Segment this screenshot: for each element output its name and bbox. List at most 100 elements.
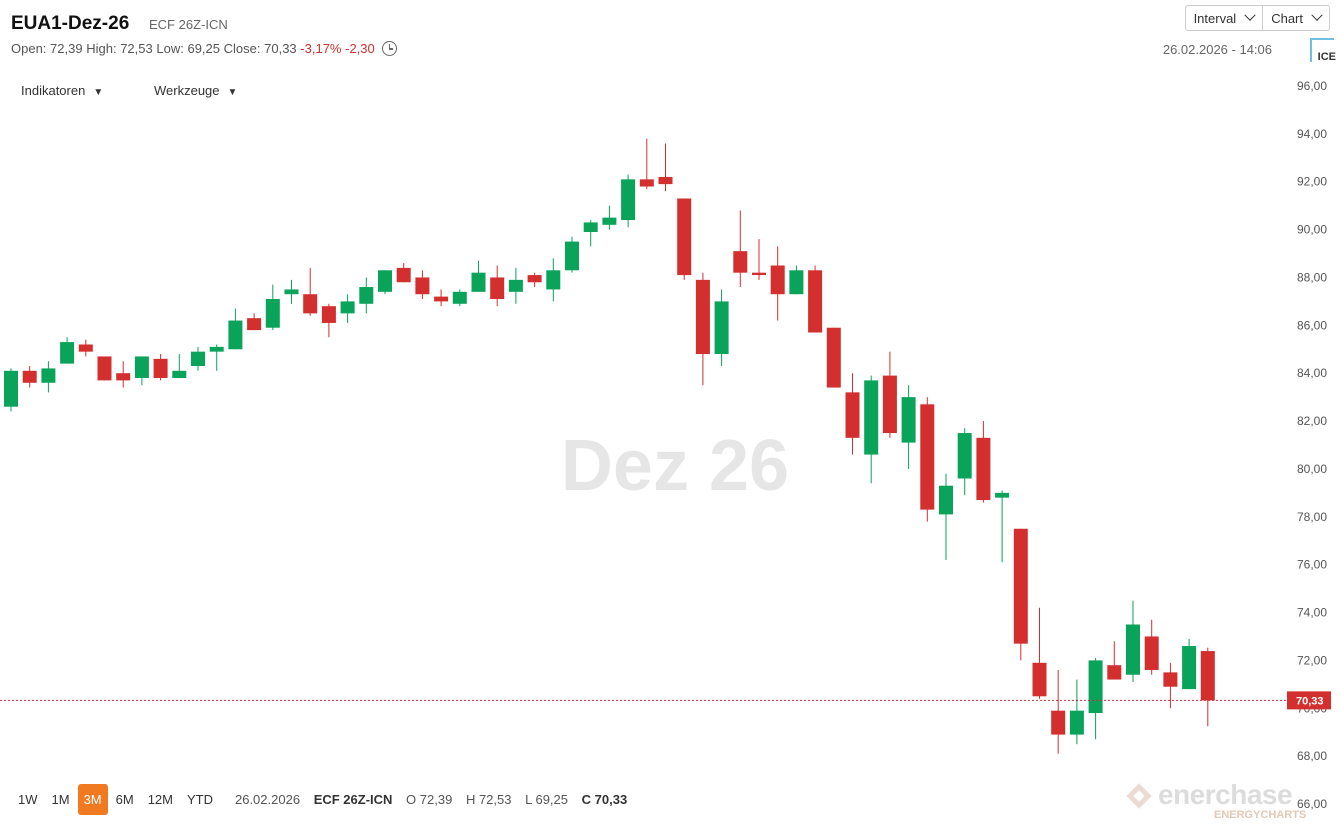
instrument-code: ECF 26Z-ICN — [149, 17, 228, 32]
candle-body — [41, 368, 56, 383]
instrument-title: EUA1-Dez-26 — [11, 13, 130, 34]
ice-logo-text: ICE — [1317, 51, 1336, 63]
candle-body — [901, 397, 916, 443]
candle-body — [733, 251, 748, 273]
candle-body — [546, 270, 561, 290]
period-1m-button[interactable]: 1M — [51, 792, 70, 807]
candle-body — [1182, 646, 1197, 690]
y-tick-label: 88,00 — [1297, 270, 1327, 284]
last-price-label: 70,33 — [1296, 695, 1324, 707]
y-tick-label: 74,00 — [1297, 606, 1327, 620]
last-update-timestamp: 26.02.2026 - 14:06 — [1162, 42, 1272, 57]
candle-body — [340, 301, 355, 314]
period-3m-button[interactable]: 3M — [77, 784, 108, 815]
candle-body — [452, 291, 467, 304]
candle-body — [303, 294, 318, 314]
candle-body — [97, 356, 112, 381]
candle-body — [1126, 624, 1140, 675]
candle-body — [284, 289, 299, 295]
period-12m-button[interactable]: 12M — [147, 792, 173, 807]
y-tick-label: 76,00 — [1297, 558, 1327, 572]
candle-body — [508, 279, 523, 292]
y-tick-label: 82,00 — [1297, 414, 1327, 428]
candle-body — [995, 492, 1010, 498]
low-label: Low: — [156, 41, 184, 56]
period-ytd-button[interactable]: YTD — [186, 792, 213, 807]
interval-dropdown[interactable]: Interval — [1186, 6, 1263, 30]
candle-body — [808, 270, 823, 333]
low-value: 69,25 — [187, 41, 221, 56]
candle-body — [490, 277, 505, 300]
candle-body — [565, 241, 579, 271]
ice-logo: ICE — [1310, 38, 1336, 63]
chart-type-label: Chart — [1271, 10, 1303, 26]
candle-body — [770, 265, 785, 295]
candle-body — [1013, 528, 1028, 644]
candle-body — [60, 342, 75, 364]
candle-body — [22, 370, 37, 383]
dropdown-arrow-icon: ▼ — [93, 87, 104, 98]
clock-icon[interactable] — [382, 41, 398, 56]
y-tick-label: 84,00 — [1297, 366, 1327, 380]
open-value: 72,39 — [50, 41, 83, 56]
candle-body — [1088, 660, 1103, 714]
candle-body — [191, 351, 205, 367]
candle-body — [695, 279, 710, 355]
candle-body — [527, 275, 542, 283]
enerchase-mark-icon — [1126, 783, 1152, 809]
candle-body — [265, 299, 280, 328]
candle-body — [920, 404, 935, 510]
period-6m-button[interactable]: 6M — [115, 792, 134, 807]
period-bar: 1W 1M 3M 6M 12M YTD 26.02.2026 ECF 26Z-I… — [12, 784, 637, 815]
candle-body — [658, 176, 673, 185]
chart-type-dropdown[interactable]: Chart — [1262, 6, 1329, 30]
enerchase-logo: enerchase ENERGYCHARTS — [1126, 779, 1306, 823]
tools-menu[interactable]: Werkzeuge ▼ — [154, 83, 237, 98]
bar-info-close: C 70,33 — [581, 792, 628, 807]
candle-body — [714, 301, 729, 355]
candle-body — [882, 375, 897, 434]
candle-body — [4, 370, 18, 407]
period-1w-button[interactable]: 1W — [18, 792, 38, 807]
indicators-menu[interactable]: Indikatoren ▼ — [21, 83, 103, 98]
bar-info-low: L 69,25 — [525, 792, 569, 807]
dropdown-arrow-icon: ▼ — [227, 87, 238, 98]
candle-body — [209, 346, 224, 352]
y-tick-label: 94,00 — [1297, 127, 1327, 141]
candle-body — [845, 392, 860, 438]
candle-body — [677, 198, 692, 276]
y-tick-label: 78,00 — [1297, 510, 1327, 524]
candle-body — [639, 179, 654, 187]
candle-body — [752, 272, 766, 276]
candle-body — [621, 179, 636, 221]
bar-info-open: O 72,39 — [406, 792, 453, 807]
y-tick-label: 86,00 — [1297, 318, 1327, 332]
candle-body — [396, 267, 411, 283]
chart-watermark: Dez 26 — [561, 426, 789, 506]
y-tick-label: 72,00 — [1297, 653, 1327, 667]
enerchase-word: enerchase — [1158, 779, 1293, 810]
bar-info-symbol: ECF 26Z-ICN — [313, 792, 393, 807]
candle-body — [826, 327, 841, 388]
candle-body — [789, 270, 804, 295]
last-price-marker — [1287, 691, 1331, 710]
tools-label: Werkzeuge — [154, 83, 220, 98]
y-tick-label: 92,00 — [1297, 175, 1327, 189]
bar-info: 26.02.2026 ECF 26Z-ICN O 72,39 H 72,53 L… — [235, 792, 637, 807]
indicators-label: Indikatoren — [21, 83, 86, 98]
candle-body — [1051, 710, 1066, 735]
energycharts-word: ENERGYCHARTS — [1214, 809, 1307, 821]
y-tick-label: 96,00 — [1297, 79, 1327, 93]
candle-body — [939, 485, 953, 515]
close-label: Close: — [223, 41, 261, 56]
candle-body — [78, 344, 93, 352]
open-label: Open: — [11, 41, 47, 56]
candle-body — [976, 437, 991, 501]
y-tick-label: 66,00 — [1297, 797, 1327, 811]
bar-info-high: H 72,53 — [465, 792, 512, 807]
ohlc-summary: Open: 72,39 High: 72,53 Low: 69,25 Close… — [11, 41, 398, 56]
candle-body — [1032, 662, 1047, 697]
candle-body — [172, 370, 187, 378]
candle-body — [434, 296, 449, 302]
